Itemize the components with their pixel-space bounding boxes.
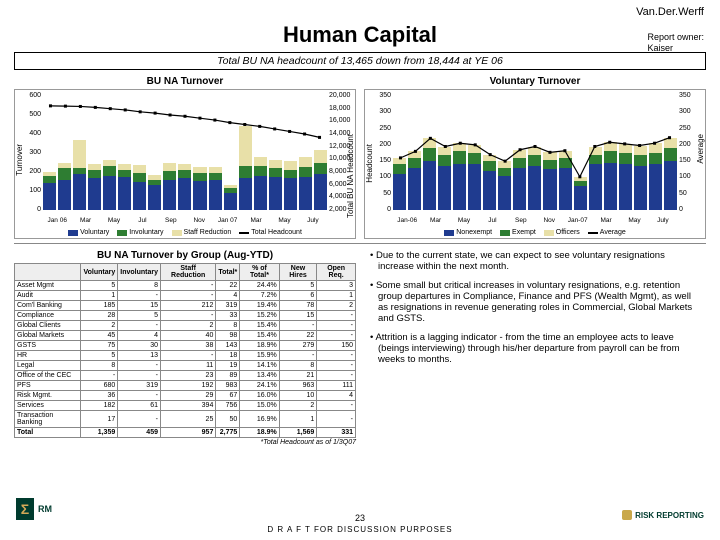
- page-title: Human Capital: [14, 22, 706, 48]
- chart-a: 01002003004005006002,0004,0006,0008,0001…: [14, 89, 356, 239]
- draft-label: D R A F T FOR DISCUSSION PURPOSES: [0, 525, 720, 534]
- commentary: Due to the current state, we can expect …: [364, 248, 706, 365]
- chart-b-title: Voluntary Turnover: [364, 76, 706, 87]
- table-footnote: *Total Headcount as of 1/3Q07: [14, 439, 356, 446]
- corp-name: Van.Der.Werff: [636, 6, 704, 18]
- chart-b: 0501001502002503003500501001502002503003…: [364, 89, 706, 239]
- turnover-table: VoluntaryInvoluntaryStaff ReductionTotal…: [14, 263, 356, 438]
- report-owner: Report owner:Kaiser: [647, 32, 704, 54]
- chart-a-title: BU NA Turnover: [14, 76, 356, 87]
- table-title: BU NA Turnover by Group (Aug-YTD): [14, 250, 356, 261]
- summary-band: Total BU NA headcount of 13,465 down fro…: [14, 52, 706, 70]
- page-number: 23: [0, 513, 720, 523]
- divider: [14, 243, 706, 244]
